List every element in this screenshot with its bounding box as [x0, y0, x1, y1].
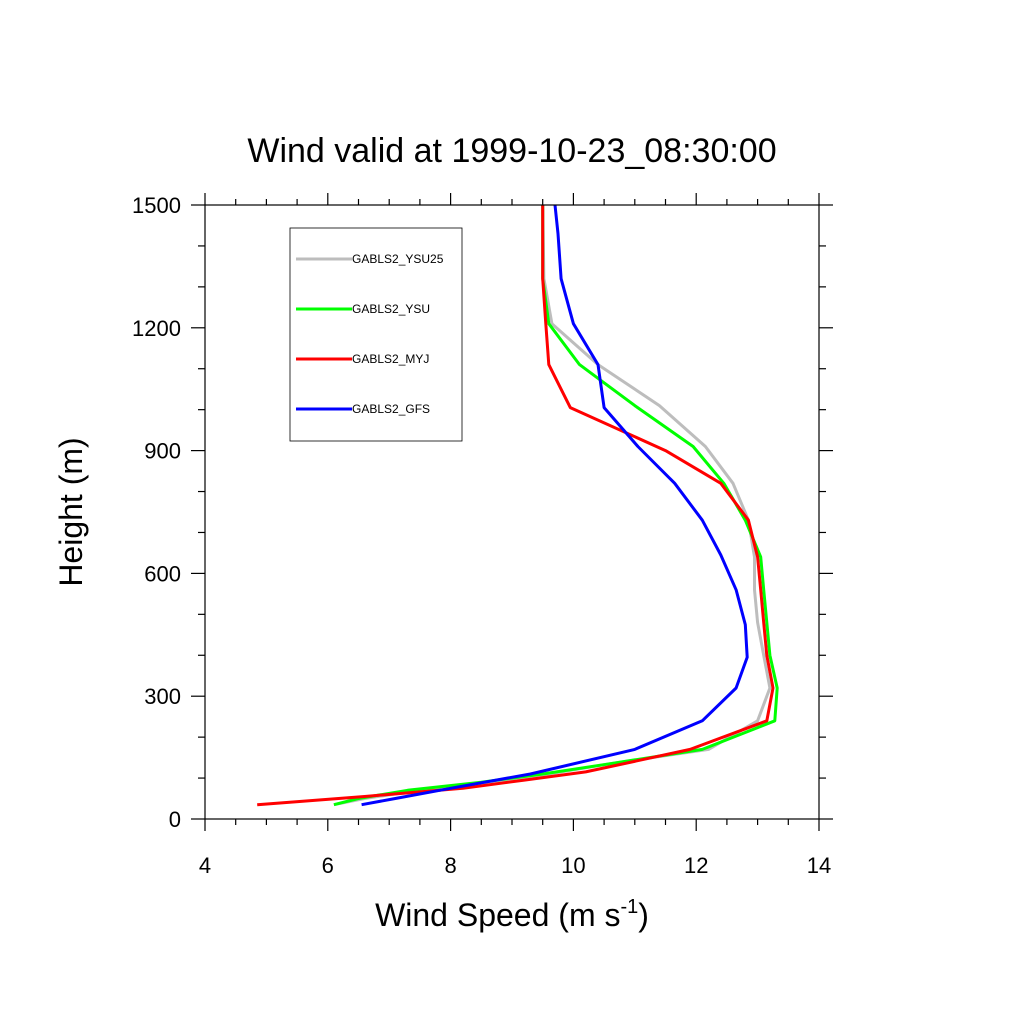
y-tick-label: 600: [144, 561, 181, 586]
y-tick-label: 1200: [132, 316, 181, 341]
x-axis-label-superscript: -1: [620, 896, 638, 918]
legend-box: [289, 227, 463, 442]
x-tick-label: 4: [199, 853, 211, 878]
x-tick-label: 10: [561, 853, 585, 878]
legend-label: GABLS2_MYJ: [352, 352, 429, 366]
y-tick-label: 0: [169, 807, 181, 832]
y-tick-label: 300: [144, 684, 181, 709]
legend-label: GABLS2_YSU: [352, 302, 430, 316]
y-axis-label: Height (m): [53, 437, 89, 586]
legend: GABLS2_YSU25 GABLS2_YSU GABLS2_MYJ GABLS2_G…: [289, 227, 463, 442]
series-line-gabls2-myj: [257, 205, 775, 807]
x-tick-label: 12: [684, 853, 708, 878]
series-layer: [257, 204, 779, 807]
legend-label: GABLS2_YSU25: [352, 252, 444, 266]
x-tick-label: 14: [807, 853, 831, 878]
series-line-gabls2-gfs: [361, 204, 749, 807]
chart-title: Wind valid at 1999-10-23_08:30:00: [247, 132, 776, 170]
x-tick-label: 8: [444, 853, 456, 878]
x-axis-label: Wind Speed (m s-1): [375, 896, 649, 933]
y-tick-label: 900: [144, 439, 181, 464]
legend-items: GABLS2_YSU25 GABLS2_YSU GABLS2_MYJ GABLS2_G…: [296, 252, 444, 416]
y-tick-label: 1500: [132, 193, 181, 218]
tick-label-layer: 4 6 8 10 12 14 0 300 600 900 1200 1500: [132, 193, 831, 878]
x-tick-label: 6: [322, 853, 334, 878]
legend-label: GABLS2_GFS: [352, 402, 430, 416]
tick-layer: [191, 193, 833, 831]
